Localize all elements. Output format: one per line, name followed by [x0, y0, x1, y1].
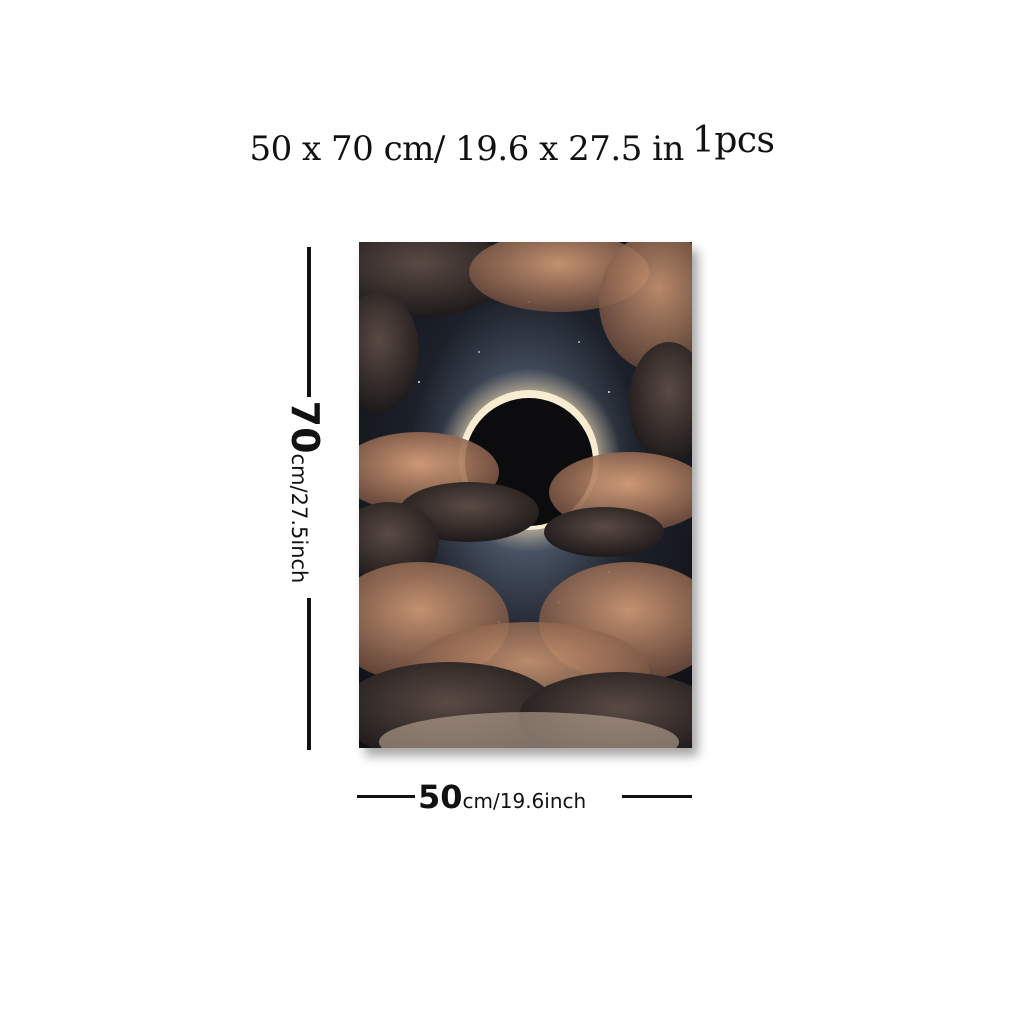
height-line-bottom — [307, 598, 311, 750]
bottom-clouds — [359, 562, 692, 748]
height-label: 70cm/27.5inch — [283, 401, 327, 584]
height-unit: cm/27.5inch — [287, 453, 311, 584]
eclipse-artwork — [359, 242, 692, 748]
height-value: 70 — [283, 400, 327, 454]
width-unit: cm/19.6inch — [462, 789, 587, 813]
top-clouds — [359, 242, 692, 462]
mid-clouds — [359, 432, 692, 582]
quantity-label: 1pcs — [691, 120, 775, 161]
size-title: 50 x 70 cm/ 19.6 x 27.5 in 1pcs — [0, 120, 1024, 169]
width-line-left — [357, 795, 415, 798]
size-text: 50 x 70 cm/ 19.6 x 27.5 in — [249, 129, 684, 169]
poster-image — [359, 242, 692, 748]
width-line-right — [622, 795, 692, 798]
width-label: 50cm/19.6inch — [418, 778, 586, 816]
height-line-top — [307, 247, 311, 397]
width-value: 50 — [418, 778, 463, 816]
